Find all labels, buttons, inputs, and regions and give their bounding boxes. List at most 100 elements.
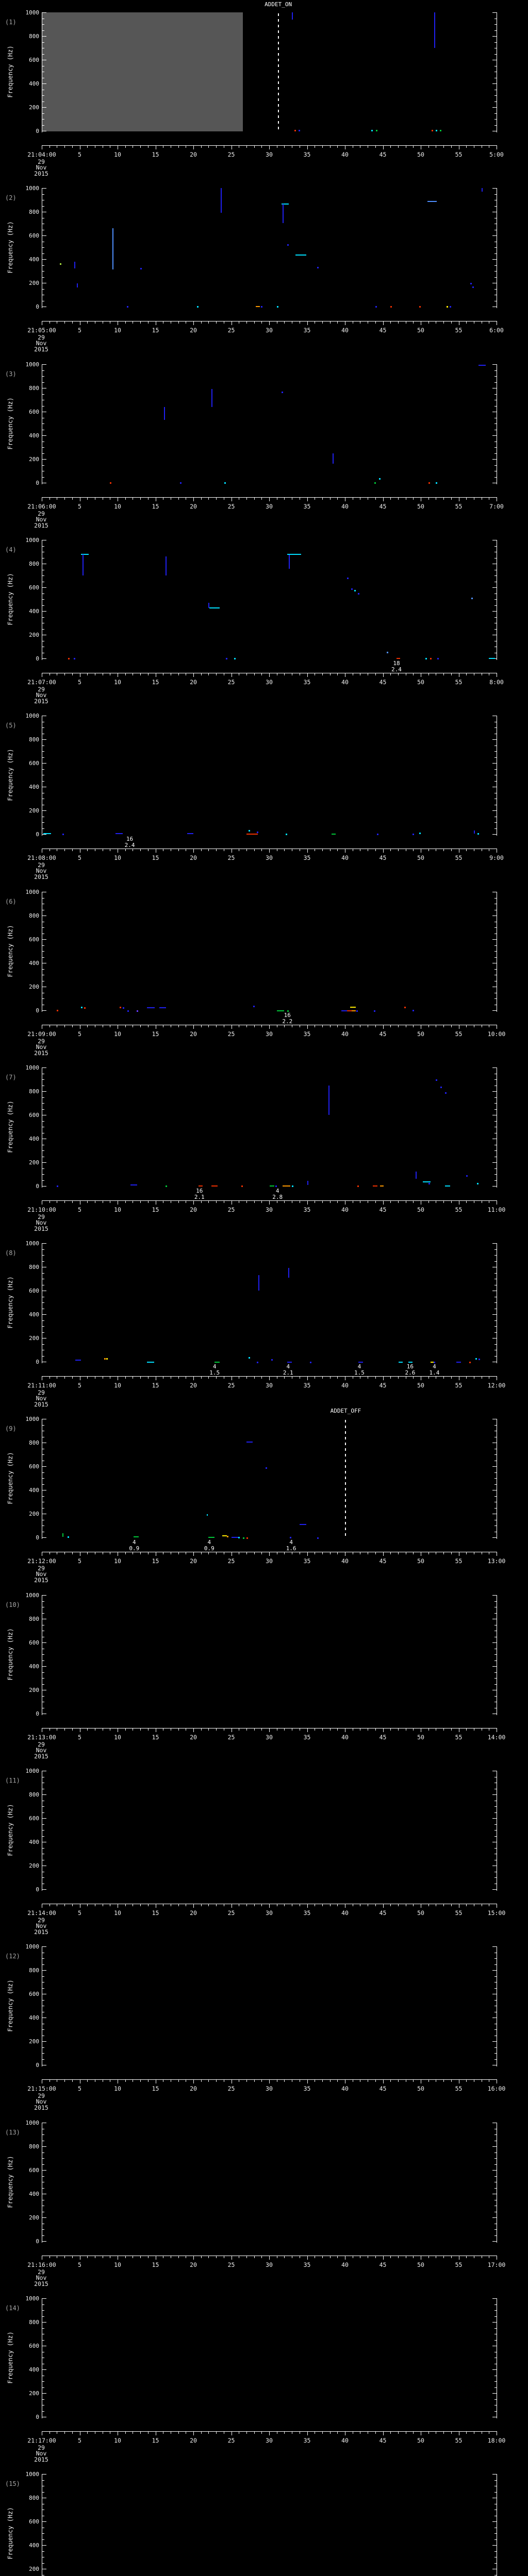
time-tick [284, 1552, 285, 1554]
y-tick-right [494, 2381, 497, 2382]
end-time-label: 10:00 [487, 1030, 506, 1038]
date-month: Nov [36, 1043, 47, 1050]
time-tick [140, 2256, 141, 2258]
y-tick-right [492, 1642, 497, 1643]
y-tick-label: 400 [29, 1136, 39, 1142]
start-time-label: 21:15:00 [27, 2085, 56, 2092]
y-tick [42, 83, 46, 84]
time-tick [246, 1201, 247, 1203]
time-tick-label: 35 [303, 1734, 311, 1741]
y-tick-right [494, 2411, 497, 2412]
spectral-mark [140, 268, 142, 270]
time-tick [322, 498, 323, 500]
time-tick [337, 1377, 338, 1379]
time-tick [329, 321, 331, 324]
time-tick-label: 25 [227, 1557, 235, 1565]
time-tick [329, 1728, 331, 1731]
time-tick [208, 1728, 209, 1731]
y-tick-right [492, 235, 497, 236]
time-tick [125, 321, 126, 324]
y-tick [42, 12, 46, 13]
date-month: Nov [36, 1395, 47, 1402]
end-time-label: 9:00 [489, 854, 504, 861]
y-tick-label: 1000 [25, 1240, 40, 1247]
spectral-mark [317, 1537, 319, 1539]
time-tick [201, 146, 202, 148]
time-tick-label: 35 [303, 1382, 311, 1389]
time-tick-label: 35 [303, 854, 311, 861]
y-tick-label: 1000 [25, 1768, 40, 1774]
time-tick [208, 1377, 209, 1379]
time-tick [451, 1201, 452, 1203]
spectral-mark [231, 1537, 239, 1538]
time-tick-label: 55 [455, 1557, 463, 1565]
y-tick-right [494, 2176, 497, 2177]
y-tick-label: 800 [29, 209, 39, 215]
time-tick [125, 498, 126, 500]
y-tick-right [494, 30, 497, 31]
spectral-mark [136, 1010, 138, 1012]
date-month: Nov [36, 164, 47, 171]
time-tick [428, 2080, 429, 2082]
y-tick-right [494, 1255, 497, 1256]
time-tick [329, 1904, 331, 1906]
y-tick-right [492, 435, 497, 436]
time-tick [178, 2080, 179, 2082]
spectrogram-panel: 0 200 400 600 800 1000 Frequency (Hz) (5) 5 10 15 2… [0, 703, 528, 880]
time-tick-label: 15 [152, 503, 159, 510]
y-tick [42, 1970, 46, 1971]
time-tick [383, 673, 384, 677]
y-tick-right [494, 1696, 497, 1697]
y-tick-right [492, 2369, 497, 2370]
time-tick [390, 1904, 391, 1906]
end-time-label: 7:00 [489, 503, 504, 510]
spectral-mark [419, 833, 421, 835]
time-tick-label: 10 [114, 2261, 121, 2268]
y-tick [42, 1067, 46, 1068]
y-tick-label: 200 [29, 2038, 39, 2045]
y-tick-right [492, 2298, 497, 2299]
time-tick-label: 45 [379, 503, 387, 510]
y-tick-right [494, 24, 497, 25]
y-tick [42, 447, 44, 448]
time-tick [390, 1025, 391, 1027]
time-tick-label: 40 [341, 2437, 349, 2444]
time-tick-label: 40 [341, 327, 349, 334]
time-tick [261, 146, 262, 148]
spectral-mark [376, 130, 378, 132]
date-month: Nov [36, 1747, 47, 1754]
spectral-mark [222, 1535, 227, 1536]
time-tick-label: 50 [417, 2261, 424, 2268]
spectral-mark [287, 1362, 292, 1363]
y-tick-label: 1000 [25, 2471, 40, 2478]
time-tick [87, 673, 88, 675]
spectral-mark [299, 1523, 307, 1525]
time-tick [64, 1728, 65, 1731]
y-tick-right [494, 1326, 497, 1327]
spectrogram-panel: 0 200 400 600 800 1000 Frequency (Hz) (1) 5 10 15 2… [0, 0, 528, 177]
time-tick [322, 1904, 323, 1906]
date-day: 29 [38, 1917, 45, 1924]
date-month: Nov [36, 1219, 47, 1226]
date-month: Nov [36, 1922, 47, 1929]
y-tick-right [494, 1180, 497, 1181]
time-tick-label: 10 [114, 679, 121, 686]
y-tick-label: 800 [29, 1439, 39, 1446]
time-tick [201, 1728, 202, 1731]
spectral-mark [292, 1185, 294, 1188]
time-tick [322, 1728, 323, 1731]
y-tick-right [492, 1946, 497, 1947]
y-tick-label: 1000 [25, 2295, 40, 2302]
time-tick [246, 498, 247, 500]
time-tick [375, 1552, 376, 1554]
time-tick-label: 5 [78, 1734, 81, 1741]
time-tick-label: 30 [266, 2437, 273, 2444]
y-tick-right [494, 2387, 497, 2388]
spectral-mark [246, 1441, 253, 1443]
y-tick-right [494, 969, 497, 970]
spectral-mark [354, 590, 356, 592]
spectral-mark [133, 1536, 139, 1538]
spectral-mark [249, 1357, 251, 1359]
time-tick [428, 321, 429, 324]
